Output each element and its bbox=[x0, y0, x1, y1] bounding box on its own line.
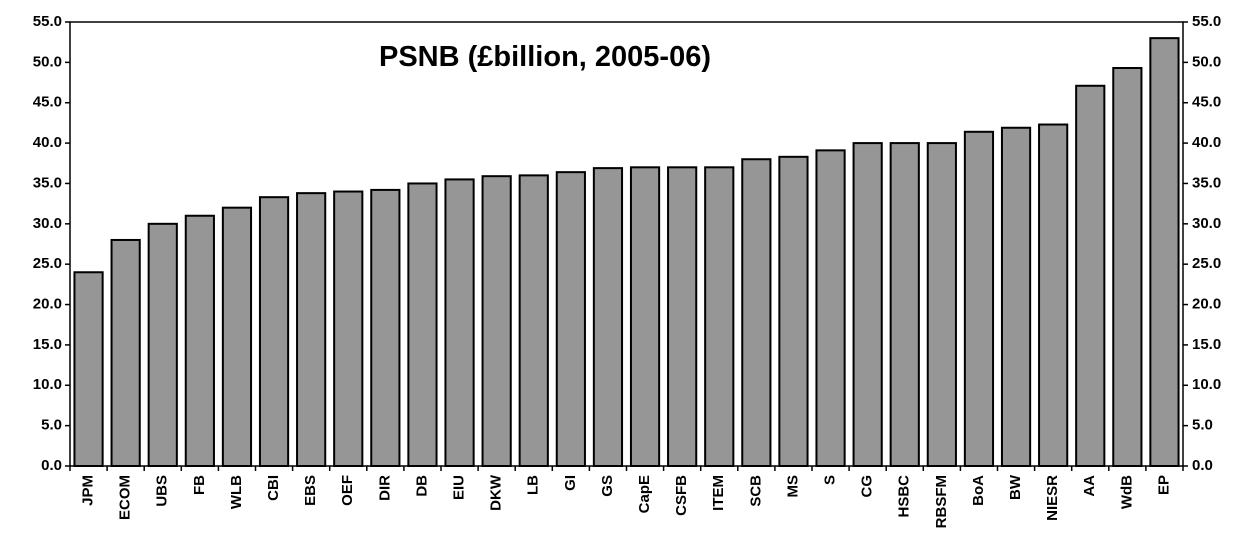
y-tick-label: 25.0 bbox=[33, 255, 62, 272]
x-tick-label: CG bbox=[859, 475, 876, 498]
bar bbox=[704, 166, 735, 468]
bar bbox=[629, 166, 661, 468]
x-tick-label: DKW bbox=[488, 474, 505, 511]
x-tick-label: AA bbox=[1081, 475, 1098, 497]
y2-tick-label: 55.0 bbox=[1192, 13, 1221, 30]
x-tick-label: S bbox=[822, 475, 839, 485]
bar bbox=[407, 182, 438, 467]
x-tick-label: GI bbox=[562, 475, 579, 491]
x-tick-label: FB bbox=[191, 475, 208, 495]
x-tick-label: MS bbox=[784, 475, 801, 498]
bar bbox=[1038, 123, 1069, 467]
y-tick-label: 55.0 bbox=[33, 13, 62, 30]
y2-tick-label: 20.0 bbox=[1192, 296, 1221, 313]
y2-tick-label: 5.0 bbox=[1192, 417, 1213, 434]
bar bbox=[1075, 84, 1106, 468]
x-tick-label: ITEM bbox=[710, 475, 727, 511]
y2-tick-label: 30.0 bbox=[1192, 215, 1221, 232]
bar bbox=[518, 174, 549, 468]
x-tick-label: CSFB bbox=[673, 475, 690, 516]
x-tick-label: EIU bbox=[451, 475, 468, 500]
x-tick-label: CapE bbox=[636, 475, 653, 513]
y2-tick-label: 25.0 bbox=[1192, 255, 1221, 272]
bar bbox=[147, 222, 178, 467]
y-tick-label: 45.0 bbox=[33, 94, 62, 111]
x-tick-label: JPM bbox=[80, 475, 97, 506]
bar bbox=[1112, 67, 1143, 467]
y-tick-label: 30.0 bbox=[33, 215, 62, 232]
plot-frame bbox=[69, 21, 1184, 467]
x-tick-label: DB bbox=[413, 475, 430, 497]
x-tick-label: OEF bbox=[339, 475, 356, 506]
bar bbox=[221, 206, 253, 467]
bar bbox=[963, 130, 995, 467]
y2-tick-label: 50.0 bbox=[1192, 53, 1221, 70]
bar bbox=[370, 188, 401, 467]
x-tick-label: CBI bbox=[265, 475, 282, 501]
bar bbox=[481, 175, 512, 467]
y-tick-label: 0.0 bbox=[41, 457, 62, 474]
bar bbox=[258, 196, 290, 467]
x-tick-label: GS bbox=[599, 475, 616, 497]
bar bbox=[110, 238, 141, 467]
y2-tick-label: 40.0 bbox=[1192, 134, 1221, 151]
x-tick-label: WdB bbox=[1118, 475, 1135, 509]
x-tick-label: UBS bbox=[154, 475, 171, 507]
bar bbox=[889, 142, 920, 467]
y-tick-label: 50.0 bbox=[33, 53, 62, 70]
x-tick-label: ECOM bbox=[117, 475, 134, 520]
y2-tick-label: 15.0 bbox=[1192, 336, 1221, 353]
bar bbox=[667, 166, 698, 468]
x-tick-label: WLB bbox=[228, 475, 245, 509]
x-tick-label: DIR bbox=[376, 475, 393, 501]
x-tick-label: LB bbox=[525, 475, 542, 495]
x-tick-label: EBS bbox=[302, 475, 319, 506]
chart-title: PSNB (£billion, 2005-06) bbox=[379, 41, 711, 73]
y-tick-label: 10.0 bbox=[33, 376, 62, 393]
bar bbox=[555, 171, 586, 467]
bar bbox=[741, 158, 772, 467]
y2-tick-label: 35.0 bbox=[1192, 174, 1221, 191]
bar bbox=[296, 192, 327, 467]
x-tick-label: HSBC bbox=[896, 475, 913, 518]
y-tick-label: 15.0 bbox=[33, 336, 62, 353]
y-tick-label: 20.0 bbox=[33, 296, 62, 313]
y2-tick-label: 45.0 bbox=[1192, 94, 1221, 111]
bar bbox=[1149, 37, 1180, 468]
bar bbox=[1000, 126, 1032, 468]
x-tick-label: RBSFM bbox=[933, 475, 950, 528]
y2-tick-label: 10.0 bbox=[1192, 376, 1221, 393]
bar bbox=[592, 167, 624, 467]
x-tick-label: SCB bbox=[747, 475, 764, 507]
bar bbox=[184, 214, 215, 467]
bar bbox=[444, 178, 475, 467]
y-tick-label: 35.0 bbox=[33, 174, 62, 191]
bar bbox=[852, 142, 883, 467]
bar bbox=[815, 149, 846, 468]
x-tick-label: EP bbox=[1155, 475, 1172, 495]
bar bbox=[778, 155, 809, 467]
bar bbox=[73, 271, 104, 467]
bar bbox=[926, 142, 957, 467]
x-tick-label: BW bbox=[1007, 474, 1024, 500]
y-tick-label: 5.0 bbox=[41, 417, 62, 434]
y-tick-label: 40.0 bbox=[33, 134, 62, 151]
bar bbox=[333, 190, 364, 467]
y2-tick-label: 0.0 bbox=[1192, 457, 1213, 474]
x-tick-label: BoA bbox=[970, 475, 987, 506]
x-tick-label: NIESR bbox=[1044, 475, 1061, 521]
